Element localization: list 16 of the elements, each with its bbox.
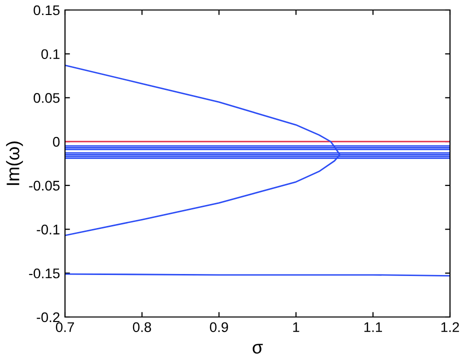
x-tick-label: 0.7 — [56, 322, 74, 332]
y-tick-label: -0.15 — [29, 268, 60, 278]
x-tick-label: 1.2 — [441, 322, 459, 332]
y-tick-label: -0.2 — [36, 312, 60, 322]
y-tick-label: -0.1 — [36, 224, 60, 234]
y-tick-label: 0.05 — [34, 93, 60, 103]
x-tick-label: 0.9 — [210, 322, 228, 332]
x-tick-label: 1.1 — [364, 322, 382, 332]
y-tick-label: -0.05 — [29, 180, 60, 191]
x-axis-title: σ — [252, 344, 263, 354]
y-tick-label: 0 — [52, 136, 60, 147]
y-tick-label: 0.1 — [41, 49, 60, 60]
y-axis-title: Im(ω) — [6, 142, 23, 185]
y-tick-label: 0.15 — [34, 5, 60, 16]
x-tick-label: 0.8 — [132, 322, 152, 332]
x-tick-label: 1 — [293, 322, 300, 332]
